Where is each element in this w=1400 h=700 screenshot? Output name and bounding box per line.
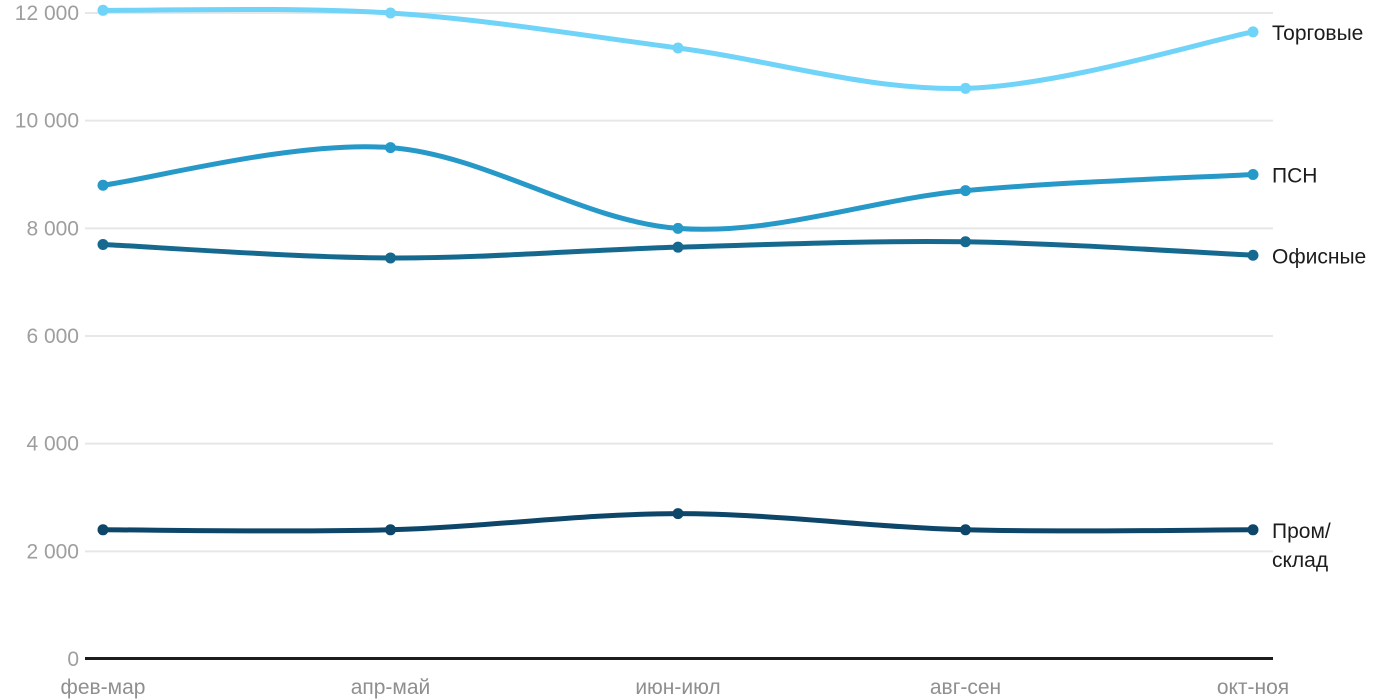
series-label-line: Офисные <box>1272 245 1366 268</box>
data-point-torgovye <box>1247 26 1259 38</box>
data-point-torgovye <box>672 42 684 54</box>
x-axis-tick-label: окт-ноя <box>1217 676 1289 699</box>
data-point-torgovye <box>960 82 971 94</box>
x-axis-tick-label: авг-сен <box>930 676 1001 699</box>
y-axis-tick-label: 12 000 <box>15 2 79 25</box>
data-point-torgovye <box>385 7 396 19</box>
data-point-psn <box>385 142 396 154</box>
series-label-psn: ПСН <box>1272 165 1317 188</box>
data-point-prom-sklad <box>1247 524 1259 536</box>
data-point-psn <box>960 185 971 197</box>
data-point-ofisnye <box>1247 249 1259 261</box>
data-point-psn <box>672 222 684 234</box>
y-axis-tick-label: 0 <box>67 648 79 671</box>
y-axis-tick-label: 2 000 <box>26 540 79 563</box>
data-point-ofisnye <box>960 236 971 248</box>
series-label-line: ПСН <box>1272 165 1317 188</box>
x-axis-tick-label: фев-мар <box>61 676 146 699</box>
data-point-torgovye <box>97 4 109 16</box>
y-axis-tick-label: 8 000 <box>26 217 79 240</box>
series-label-torgovye: Торговые <box>1272 22 1363 45</box>
data-point-ofisnye <box>97 238 109 250</box>
data-point-prom-sklad <box>960 524 971 536</box>
data-point-prom-sklad <box>385 524 396 536</box>
y-axis-tick-label: 10 000 <box>15 110 79 133</box>
data-point-prom-sklad <box>97 524 109 536</box>
data-point-ofisnye <box>385 252 396 264</box>
data-point-psn <box>1247 169 1259 180</box>
series-label-line: Торговые <box>1272 22 1363 45</box>
y-axis-tick-label: 4 000 <box>26 433 79 456</box>
series-line-psn <box>100 144 1256 232</box>
series-label-line: Пром/ <box>1272 520 1331 543</box>
series-label-prom-sklad: Пром/склад <box>1272 520 1331 572</box>
data-point-ofisnye <box>672 241 684 253</box>
series-label-ofisnye: Офисные <box>1272 245 1366 268</box>
data-point-psn <box>97 179 109 191</box>
x-axis-tick-label: апр-май <box>351 676 431 699</box>
data-point-prom-sklad <box>672 508 684 520</box>
y-axis-tick-label: 6 000 <box>26 325 79 348</box>
x-axis-tick-label: июн-июл <box>635 676 720 699</box>
series-label-line: склад <box>1272 549 1328 572</box>
